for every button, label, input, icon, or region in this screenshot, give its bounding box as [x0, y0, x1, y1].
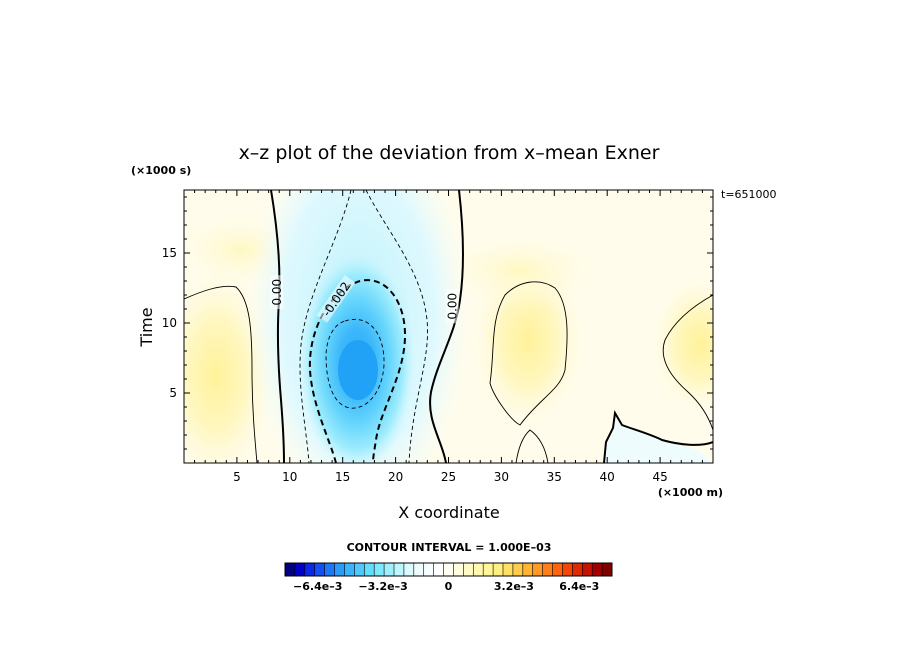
- colorbar-swatch: [285, 563, 296, 576]
- x-tick-label: 5: [233, 470, 241, 484]
- colorbar-swatch: [314, 563, 325, 576]
- x-tick-label: 40: [600, 470, 615, 484]
- colorbar-swatch: [294, 563, 306, 576]
- contour-label-bg: [316, 275, 356, 323]
- contour-label-bg: [445, 289, 459, 324]
- contour-label: 0.00: [445, 289, 460, 324]
- chart-title: x–z plot of the deviation from x–mean Ex…: [239, 142, 660, 164]
- negative-minimum: [338, 340, 378, 400]
- time-stamp: t=651000: [721, 188, 777, 201]
- colorbar-swatch: [433, 563, 444, 576]
- colorbar-swatch: [394, 563, 405, 576]
- contour-interval: CONTOUR INTERVAL = 1.000E–03: [347, 541, 552, 554]
- colorbar-swatch: [453, 563, 464, 576]
- x-tick-label: 30: [494, 470, 509, 484]
- colorbar-label: −3.2e–3: [358, 580, 407, 593]
- colorbar-label: 6.4e–3: [559, 580, 599, 593]
- weak-positive-zone: [430, 230, 610, 310]
- contour-zero-bottom: [603, 409, 713, 463]
- colorbar-swatch: [582, 563, 593, 576]
- x-axis-label: X coordinate: [398, 503, 499, 522]
- colorbar-swatch: [542, 563, 553, 576]
- colorbar-swatch: [384, 563, 395, 576]
- positive-anomaly-right: [650, 275, 713, 415]
- contour-pos-left: [184, 285, 258, 463]
- colorbar-swatch: [374, 563, 385, 576]
- contour-neg-0.001: [299, 190, 428, 463]
- colorbar-swatch: [463, 563, 474, 576]
- contour-neg-0.002: [308, 279, 407, 463]
- contour-label-bg: [270, 275, 284, 310]
- contour-label-text: 0.00: [270, 279, 284, 306]
- colorbar-swatch: [592, 563, 603, 576]
- y-axis-label: Time: [137, 307, 156, 347]
- colorbar-swatch: [473, 563, 484, 576]
- x-tick-label: 20: [388, 470, 403, 484]
- colorbar-swatch: [562, 563, 573, 576]
- colorbar-label: 0: [445, 580, 453, 593]
- contour-pos-right: [662, 294, 713, 431]
- colorbar-swatch: [493, 563, 504, 576]
- colorbar-swatch: [334, 563, 345, 576]
- y-tick-label: 15: [162, 246, 177, 260]
- contour-label-text: 0.00: [446, 293, 460, 320]
- colorbar-swatch: [483, 563, 494, 576]
- colorbar-swatch: [572, 563, 583, 576]
- colorbar-swatch: [304, 563, 316, 576]
- y-tick-label: 10: [162, 316, 177, 330]
- contour-zero-right: [429, 190, 464, 463]
- contour-neg-0.003: [325, 319, 385, 409]
- colorbar-swatch: [602, 563, 613, 576]
- colorbar-swatch: [364, 563, 375, 576]
- colorbar-swatch: [354, 563, 365, 576]
- y-tick-label: 5: [169, 386, 177, 400]
- colorbar-swatch: [403, 563, 415, 576]
- colorbar-swatch: [503, 563, 514, 576]
- colorbar-swatch: [512, 563, 524, 576]
- contour-pos-center: [489, 281, 568, 426]
- colorbar-label: −6.4e–3: [293, 580, 342, 593]
- colorbar-swatch: [532, 563, 543, 576]
- colorbar-swatch: [522, 563, 534, 576]
- colorbar: −6.4e–3 −3.2e–3 0 3.2e–3 6.4e–3: [284, 562, 613, 593]
- colorbar-swatch: [413, 563, 425, 576]
- x-tick-label: 15: [335, 470, 350, 484]
- y-unit-label: (×1000 s): [131, 164, 191, 177]
- contour-zero-left: [270, 190, 285, 463]
- colorbar-label: 3.2e–3: [494, 580, 534, 593]
- colorbar-swatch: [443, 563, 454, 576]
- colorbar-swatch: [344, 563, 355, 576]
- contours: [184, 190, 713, 463]
- contour-label: 0.00: [270, 275, 284, 310]
- colorbar-frame: [284, 562, 613, 577]
- x-tick-label: 25: [441, 470, 456, 484]
- contour-pos-bottom: [515, 429, 549, 463]
- x-tick-label: 35: [547, 470, 562, 484]
- weak-negative-zone: [604, 413, 712, 463]
- x-tick-label: 45: [652, 470, 667, 484]
- x-axis: 5 10 15 20 25 30 35 40 45: [194, 190, 703, 484]
- colorbar-swatch: [324, 563, 335, 576]
- x-tick-label: 10: [282, 470, 297, 484]
- colorbar-swatch: [423, 563, 434, 576]
- colorbar-swatch: [552, 563, 563, 576]
- y-axis: 5 10 15: [162, 196, 713, 450]
- x-unit-label: (×1000 m): [658, 486, 723, 499]
